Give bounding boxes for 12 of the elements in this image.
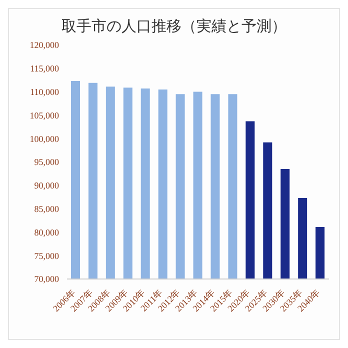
y-tick-label: 115,000 bbox=[30, 64, 60, 74]
y-tick-label: 80,000 bbox=[34, 227, 60, 238]
y-tick-label: 75,000 bbox=[34, 250, 60, 261]
y-tick-label: 90,000 bbox=[34, 180, 60, 191]
y-tick-label: 105,000 bbox=[30, 110, 60, 120]
chart-title: 取手市の人口推移（実績と予測） bbox=[60, 17, 288, 37]
y-tick-label: 85,000 bbox=[34, 204, 60, 214]
y-tick-label: 70,000 bbox=[34, 274, 60, 284]
y-tick-label: 110,000 bbox=[30, 86, 60, 97]
y-tick-label: 95,000 bbox=[34, 157, 60, 168]
y-tick-label: 120,000 bbox=[30, 40, 60, 50]
y-tick-label: 100,000 bbox=[30, 134, 60, 144]
